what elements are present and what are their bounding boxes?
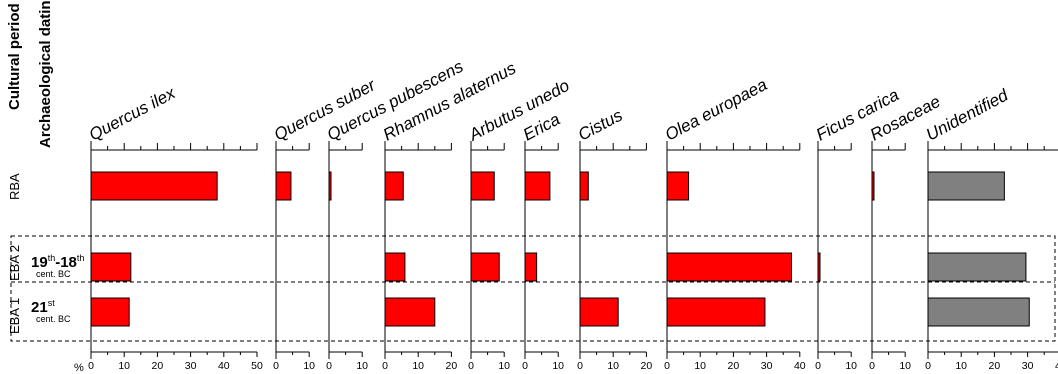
tick-label: 10 (845, 360, 857, 372)
period-label: EBA 2 (7, 245, 22, 281)
tick-label: 0 (88, 360, 94, 372)
taxon-panel: 0 10 20 30 40 Unidentified (923, 85, 1058, 372)
dating-sublabel: cent. BC (36, 269, 71, 279)
tick-label: 10 (356, 360, 368, 372)
dating-label: 19th-18th (31, 253, 84, 271)
tick-label: 0 (664, 360, 670, 372)
tick-label: 30 (761, 360, 773, 372)
tick-label: 0 (468, 360, 474, 372)
tick-label: 0 (815, 360, 821, 372)
tick-label: 10 (412, 360, 424, 372)
tick-label: 30 (185, 360, 197, 372)
tick-label: 0 (273, 360, 279, 372)
tick-label: 10 (955, 360, 967, 372)
tick-label: 0 (869, 360, 875, 372)
dating-label: 21st (31, 298, 55, 316)
data-bar (90, 171, 218, 201)
data-bar (666, 252, 792, 282)
header-labels: Cultural period Archaeological dating (6, 0, 54, 148)
tick-label: 20 (989, 360, 1001, 372)
period-label: EBA 1 (7, 298, 22, 334)
taxon-panel: 0 10 20 30 40 50 Quercus ilex (86, 83, 263, 372)
data-bar (927, 171, 1005, 201)
taxon-name: Cistus (575, 105, 626, 144)
taxon-name: Olea europaea (662, 75, 770, 145)
tick-label: 10 (607, 360, 619, 372)
tick-label: 40 (794, 360, 806, 372)
tick-label: 10 (552, 360, 564, 372)
tick-label: 0 (522, 360, 528, 372)
data-bar (384, 171, 404, 201)
tick-label: 0 (326, 360, 332, 372)
data-bar (666, 297, 766, 327)
period-label: RBA (7, 173, 22, 200)
axis-unit-label: % (74, 362, 84, 374)
data-bar (90, 297, 130, 327)
tick-label: 20 (152, 360, 164, 372)
dating-sublabel: cent. BC (36, 314, 71, 324)
tick-label: 10 (303, 360, 315, 372)
tick-label: 20 (641, 360, 653, 372)
data-bar (579, 171, 589, 201)
tick-label: 40 (218, 360, 230, 372)
data-bar (579, 297, 619, 327)
taxon-name: Quercus ilex (86, 83, 179, 144)
data-bar (275, 171, 292, 201)
eba-dashed-frame (10, 235, 1056, 342)
tick-label: 10 (899, 360, 911, 372)
taxon-panel: 0 10 20 30 40 Olea europaea (662, 75, 806, 372)
tick-label: 0 (382, 360, 388, 372)
tick-label: 10 (118, 360, 130, 372)
tick-label: 10 (694, 360, 706, 372)
taxon-name: Unidentified (923, 85, 1012, 144)
data-bar (90, 252, 132, 282)
data-bar (871, 171, 875, 201)
tick-label: 40 (1055, 360, 1058, 372)
cultural-period-label: Cultural period (6, 3, 23, 110)
tick-label: 0 (925, 360, 931, 372)
tick-label: 30 (1022, 360, 1034, 372)
data-bar (927, 297, 1030, 327)
data-bar (384, 297, 436, 327)
tick-label: 50 (251, 360, 263, 372)
tick-label: 10 (498, 360, 510, 372)
archaeological-dating-label: Archaeological dating (37, 0, 54, 148)
taxon-panel: 0 10 20 Cistus (575, 105, 652, 372)
data-bar (328, 171, 332, 201)
tick-label: 20 (446, 360, 458, 372)
tick-label: 0 (577, 360, 583, 372)
eba-frame-rect (10, 235, 1056, 342)
tick-label: 20 (728, 360, 740, 372)
data-bar (666, 171, 690, 201)
data-bar (524, 171, 551, 201)
data-bar (927, 252, 1027, 282)
data-bar (470, 252, 500, 282)
data-bar (384, 252, 406, 282)
data-bar (817, 252, 821, 282)
data-bar (470, 171, 495, 201)
data-bar (524, 252, 538, 282)
